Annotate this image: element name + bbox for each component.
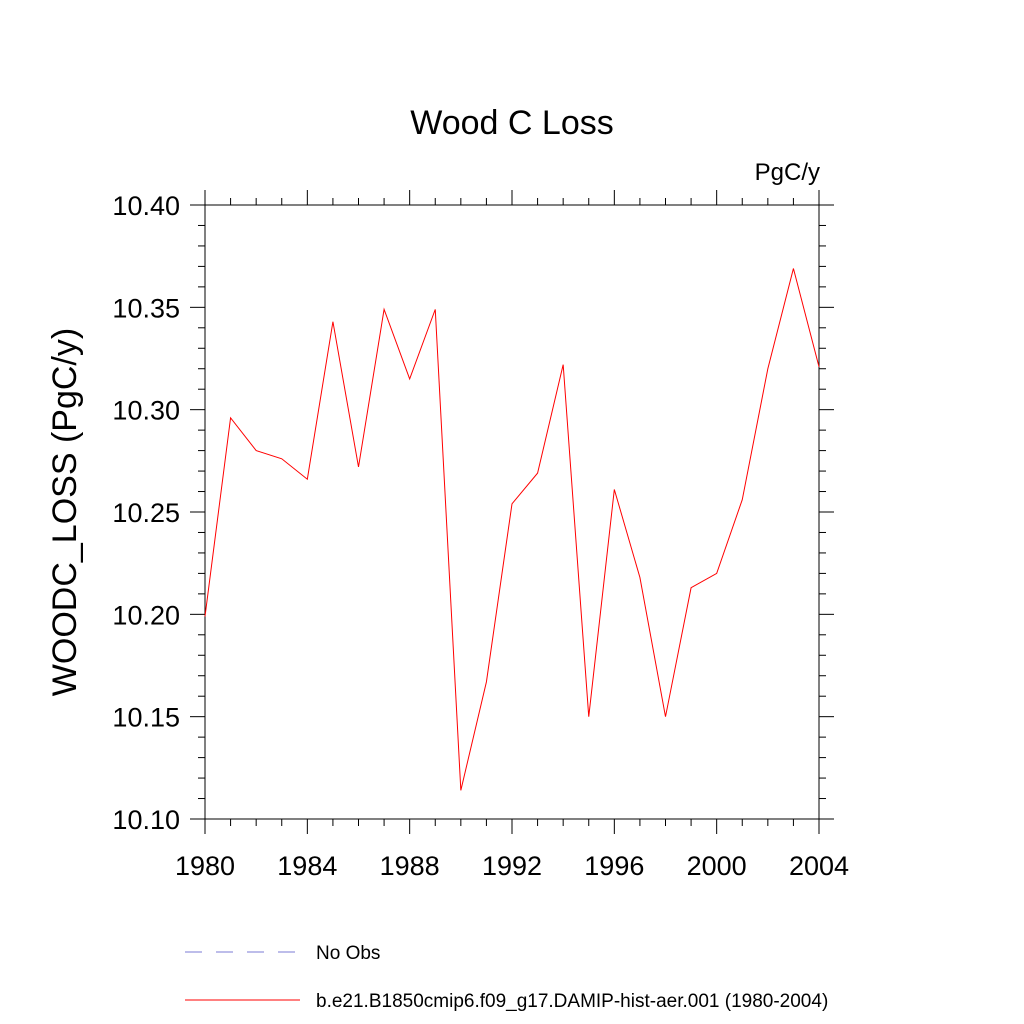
y-tick-label: 10.10 (112, 805, 180, 835)
chart-title: Wood C Loss (410, 104, 613, 142)
x-tick-label: 2004 (789, 851, 849, 881)
legend-label-no-obs: No Obs (316, 943, 380, 964)
y-tick-label: 10.20 (112, 600, 180, 630)
series-layer (204, 268, 820, 791)
x-tick-label: 2000 (687, 851, 747, 881)
y-tick-label: 10.15 (112, 703, 180, 733)
x-tick-label: 1992 (482, 851, 542, 881)
plot-area: 1980 1984 1988 1992 1996 2000 2004 10.1010.151… (112, 190, 849, 881)
series-line (204, 268, 820, 791)
x-tick-label: 1988 (380, 851, 440, 881)
x-tick-label: 1984 (277, 851, 337, 881)
x-tick-label: 1996 (584, 851, 644, 881)
y-tick-label: 10.25 (112, 498, 180, 528)
units-label: PgC/y (755, 159, 820, 186)
plot-frame (204, 204, 820, 820)
x-tick-label: 1980 (175, 851, 235, 881)
y-tick-label: 10.30 (112, 396, 180, 426)
y-axis-label: WOODC_LOSS (PgC/y) (46, 328, 84, 696)
y-tick-label: 10.40 (112, 191, 180, 221)
y-tick-label: 10.35 (112, 293, 180, 323)
legend: No Obs b.e21.B1850cmip6.f09_g17.DAMIP-hi… (185, 943, 828, 1012)
x-axis-ticks: 1980 1984 1988 1992 1996 2000 2004 (175, 190, 849, 881)
legend-label-series: b.e21.B1850cmip6.f09_g17.DAMIP-hist-aer.… (316, 991, 828, 1012)
y-axis-ticks: 10.10 10.15 10.20 10.25 10.30 10.35 10.40 (112, 191, 834, 835)
